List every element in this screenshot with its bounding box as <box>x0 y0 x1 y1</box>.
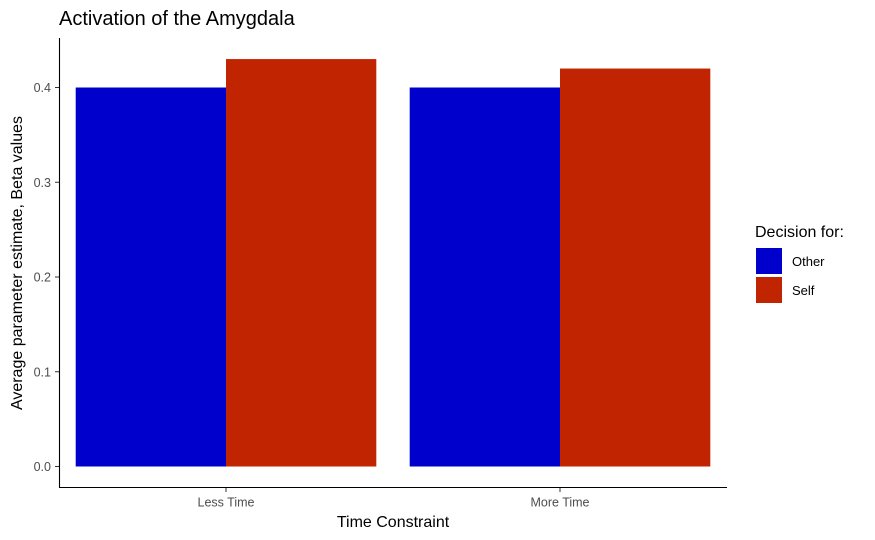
y-axis-title: Average parameter estimate, Beta values <box>9 116 26 410</box>
legend-label-self: Self <box>792 283 815 298</box>
legend-items: Other Self <box>756 248 825 303</box>
legend-title: Decision for: <box>755 224 844 241</box>
y-axis-ticks: 0.0 0.1 0.2 0.3 0.4 <box>34 81 59 474</box>
legend-swatch-other <box>756 248 782 274</box>
x-axis-title: Time Constraint <box>337 514 450 531</box>
y-tick-label: 0.4 <box>34 81 51 95</box>
y-tick-label: 0.1 <box>34 365 51 379</box>
y-tick-label: 0.2 <box>34 271 51 285</box>
y-tick-label: 0.3 <box>34 176 51 190</box>
legend-label-other: Other <box>792 254 825 269</box>
y-tick-label: 0.0 <box>34 460 51 474</box>
bar-other-more-time <box>409 87 560 467</box>
legend: Decision for: Other Self <box>755 224 844 303</box>
chart-title: Activation of the Amygdala <box>59 8 296 30</box>
bar-self-more-time <box>560 68 711 467</box>
legend-swatch-self <box>756 277 782 303</box>
bar-other-less-time <box>75 87 226 467</box>
bar-self-less-time <box>226 59 377 467</box>
bars-group <box>75 59 711 467</box>
x-tick-label: More Time <box>530 496 589 510</box>
x-axis-ticks: Less Time More Time <box>198 488 590 510</box>
x-tick-label: Less Time <box>198 496 255 510</box>
